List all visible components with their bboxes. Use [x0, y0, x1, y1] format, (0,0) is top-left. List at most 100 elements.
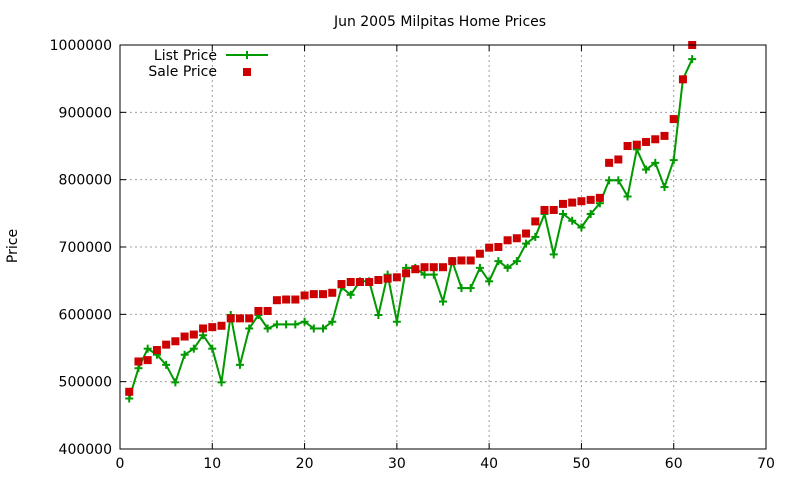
sale-price-point	[614, 155, 623, 164]
list-price-point	[134, 364, 143, 373]
list-price-point	[420, 270, 429, 279]
sale-price-point	[402, 269, 411, 278]
sale-price-point	[245, 314, 254, 323]
sale-price-point	[226, 314, 235, 323]
x-tick-label: 60	[665, 456, 683, 472]
sale-price-point	[272, 296, 281, 305]
list-price-point	[568, 216, 577, 225]
sale-price-point	[642, 137, 651, 146]
list-price-point	[669, 156, 678, 165]
list-price-point	[171, 378, 180, 387]
sale-price-point	[152, 346, 161, 355]
list-price-point	[291, 320, 300, 329]
list-price-point	[475, 263, 484, 272]
list-price-point	[125, 394, 134, 403]
sale-price-point	[411, 265, 420, 274]
y-axis-label: Price	[5, 229, 21, 263]
list-price-point	[199, 331, 208, 340]
list-price-point	[439, 297, 447, 306]
legend-marker-list-price	[243, 51, 251, 59]
list-price-point	[457, 284, 466, 293]
list-price-point	[143, 344, 152, 353]
sale-price-point	[568, 198, 577, 207]
y-tick-label: 900000	[59, 105, 112, 121]
sale-price-point	[605, 158, 614, 167]
y-tick-label: 800000	[59, 173, 112, 189]
x-tick-label: 40	[480, 456, 498, 472]
list-price-point	[346, 290, 355, 299]
y-tick-label: 1000000	[50, 38, 112, 54]
list-price-point	[374, 311, 383, 320]
x-tick-label: 20	[296, 456, 314, 472]
sale-price-point	[457, 256, 466, 265]
x-tick-label: 50	[573, 456, 591, 472]
sale-price-point	[678, 75, 687, 84]
list-price-point	[642, 165, 651, 174]
sale-price-point	[291, 295, 300, 304]
sale-price-point	[522, 229, 531, 238]
y-tick-label: 500000	[59, 375, 112, 391]
sale-price-point	[125, 387, 134, 396]
list-price-point	[577, 223, 586, 232]
list-price-point	[614, 176, 623, 185]
sale-price-point	[595, 193, 604, 202]
list-price-point	[309, 324, 318, 333]
x-tick-label: 10	[203, 456, 221, 472]
list-price-point	[300, 317, 309, 326]
list-price-point	[272, 320, 281, 329]
sale-price-point	[189, 330, 198, 339]
sale-price-point	[346, 278, 355, 287]
list-price-point	[651, 158, 660, 167]
sale-price-point	[383, 274, 392, 283]
list-price-point	[180, 350, 189, 359]
list-price-point	[549, 250, 558, 259]
sale-price-point	[448, 257, 457, 266]
sale-price-point	[503, 236, 512, 245]
list-price-point	[319, 324, 328, 333]
sale-price-point	[558, 199, 567, 208]
sale-price-point	[355, 278, 364, 287]
sale-price-point	[494, 243, 503, 251]
sale-price-point	[439, 263, 447, 272]
list-price-point	[522, 239, 531, 248]
sale-price-point	[512, 234, 521, 243]
sale-price-point	[632, 140, 641, 149]
axes: 0 10 20 30 40 50 60 70 400000 500000 600000 700000 8…	[50, 38, 775, 472]
list-price-point	[660, 183, 669, 192]
sale-price-point	[254, 306, 263, 315]
sale-price-point	[540, 205, 549, 214]
list-price-point	[531, 232, 540, 241]
list-price-point	[263, 324, 272, 333]
list-price-point	[503, 263, 512, 272]
sale-price-point	[623, 142, 632, 150]
legend-label-sale-price: Sale Price	[148, 64, 217, 80]
list-price-point	[217, 378, 226, 387]
sale-price-point	[485, 243, 494, 252]
y-tick-label: 600000	[59, 307, 112, 323]
sale-price-point	[300, 291, 309, 300]
sale-price-point	[208, 323, 217, 332]
legend-marker-sale-price	[243, 68, 251, 76]
sale-price-point	[337, 280, 346, 289]
sale-price-point	[475, 249, 484, 258]
x-tick-label: 30	[388, 456, 406, 472]
legend-label-list-price: List Price	[154, 48, 217, 64]
sale-price-point	[319, 290, 328, 299]
sale-price-point	[309, 290, 318, 299]
sale-price-point	[171, 337, 180, 346]
list-price-point	[512, 257, 521, 266]
x-tick-label: 70	[757, 456, 775, 472]
sale-price-point	[392, 273, 401, 282]
list-price-point	[688, 55, 697, 64]
list-price-point	[429, 270, 438, 279]
list-price-point	[494, 257, 503, 266]
sale-price-point	[549, 205, 558, 214]
y-tick-label: 700000	[59, 240, 112, 256]
sale-price-point	[374, 275, 383, 284]
sale-price-point	[134, 357, 143, 366]
list-price-point	[162, 360, 171, 369]
sale-price-point	[235, 314, 244, 323]
sale-price-point	[328, 288, 337, 297]
